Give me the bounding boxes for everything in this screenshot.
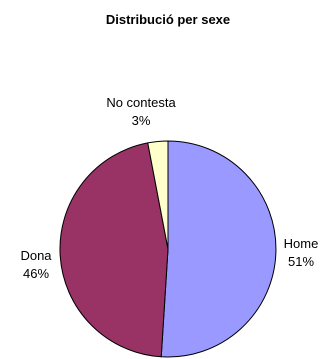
chart-title: Distribució per sexe: [106, 12, 230, 27]
pie-slice-dona: [59, 142, 169, 358]
pie-slices: [59, 140, 277, 358]
pie-slice-home: [160, 140, 277, 358]
slice-label: Home: [284, 236, 319, 251]
pie-slice-no-contesta: [147, 140, 169, 250]
slice-labels: Home 51% Dona 46% No contesta 3%: [20, 95, 318, 281]
slice-label: Dona: [20, 248, 52, 263]
slice-value-label: 51%: [288, 254, 314, 269]
slice-value-label: 3%: [132, 113, 151, 128]
slice-value-label: 46%: [23, 266, 49, 281]
slice-label: No contesta: [106, 95, 176, 110]
